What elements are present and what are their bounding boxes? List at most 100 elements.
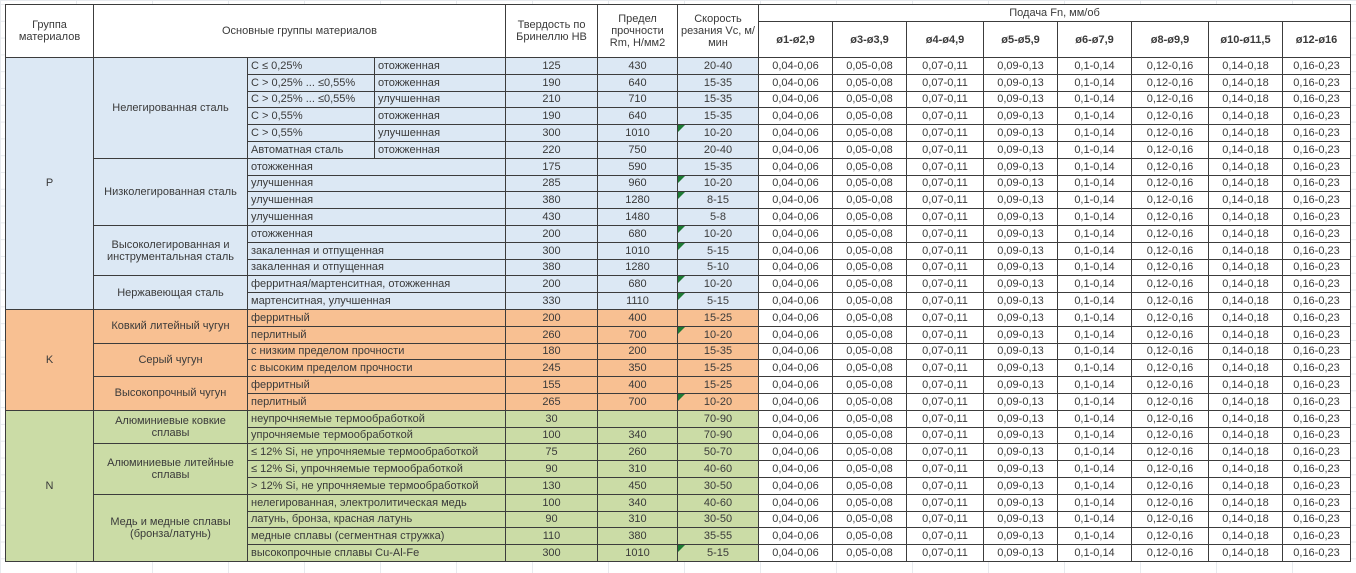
material-family-cell[interactable]: Высокопрочный чугун: [93, 376, 248, 411]
strength-cell[interactable]: 200: [597, 342, 678, 361]
feed-value-cell[interactable]: 0,05-0,08: [832, 443, 907, 462]
feed-value-cell[interactable]: 0,04-0,06: [758, 476, 833, 495]
feed-value-cell[interactable]: 0,14-0,18: [1208, 191, 1283, 210]
feed-value-cell[interactable]: 0,12-0,16: [1131, 90, 1209, 109]
feed-value-cell[interactable]: 0,16-0,23: [1281, 208, 1352, 226]
feed-value-cell[interactable]: 0,09-0,13: [983, 241, 1058, 260]
feed-value-cell[interactable]: 0,14-0,18: [1208, 241, 1283, 260]
feed-value-cell[interactable]: 0,16-0,23: [1281, 57, 1352, 75]
feed-value-cell[interactable]: 0,05-0,08: [832, 224, 907, 243]
feed-value-cell[interactable]: 0,09-0,13: [983, 476, 1058, 495]
feed-value-cell[interactable]: 0,04-0,06: [758, 527, 833, 546]
col-header-main-material-groups[interactable]: Основные группы материалов: [93, 4, 506, 58]
feed-value-cell[interactable]: 0,1-0,14: [1057, 107, 1132, 126]
feed-value-cell[interactable]: 0,05-0,08: [832, 426, 907, 445]
cutting-speed-cell[interactable]: 10-20: [677, 174, 759, 193]
feed-value-cell[interactable]: 0,1-0,14: [1057, 124, 1132, 142]
feed-value-cell[interactable]: 0,09-0,13: [983, 493, 1058, 512]
feed-value-cell[interactable]: 0,1-0,14: [1057, 241, 1132, 260]
feed-value-cell[interactable]: 0,05-0,08: [832, 157, 907, 176]
material-condition-cell[interactable]: с низким пределом прочности: [247, 342, 506, 361]
feed-value-cell[interactable]: 0,07-0,11: [906, 292, 984, 310]
feed-value-cell[interactable]: 0,16-0,23: [1281, 258, 1352, 277]
material-condition-cell[interactable]: латунь, бронза, красная латунь: [247, 510, 506, 529]
feed-value-cell[interactable]: 0,16-0,23: [1281, 426, 1352, 445]
feed-value-cell[interactable]: 0,16-0,23: [1281, 460, 1352, 478]
cutting-speed-cell[interactable]: 5-10: [677, 258, 759, 277]
cutting-speed-cell[interactable]: 15-25: [677, 376, 759, 394]
feed-value-cell[interactable]: 0,05-0,08: [832, 476, 907, 495]
feed-diameter-header[interactable]: ø5-ø5,9: [983, 21, 1058, 58]
feed-value-cell[interactable]: 0,05-0,08: [832, 241, 907, 260]
material-condition-cell[interactable]: > 12% Si, не упрочняемые термообработкой: [247, 476, 506, 495]
feed-value-cell[interactable]: 0,07-0,11: [906, 140, 984, 159]
cutting-speed-cell[interactable]: 15-25: [677, 359, 759, 378]
group-code-cell[interactable]: K: [5, 308, 94, 411]
strength-cell[interactable]: 680: [597, 275, 678, 294]
feed-value-cell[interactable]: 0,04-0,06: [758, 409, 833, 428]
feed-value-cell[interactable]: 0,07-0,11: [906, 409, 984, 428]
hardness-cell[interactable]: 125: [505, 57, 598, 75]
feed-value-cell[interactable]: 0,07-0,11: [906, 376, 984, 394]
feed-value-cell[interactable]: 0,07-0,11: [906, 124, 984, 142]
feed-value-cell[interactable]: 0,1-0,14: [1057, 342, 1132, 361]
feed-value-cell[interactable]: 0,14-0,18: [1208, 275, 1283, 294]
material-condition-cell[interactable]: перлитный: [247, 325, 506, 344]
feed-value-cell[interactable]: 0,04-0,06: [758, 90, 833, 109]
feed-value-cell[interactable]: 0,16-0,23: [1281, 392, 1352, 411]
feed-value-cell[interactable]: 0,04-0,06: [758, 460, 833, 478]
strength-cell[interactable]: 380: [597, 527, 678, 546]
feed-value-cell[interactable]: 0,12-0,16: [1131, 124, 1209, 142]
material-family-cell[interactable]: Нержавеющая сталь: [93, 275, 248, 310]
feed-diameter-header[interactable]: ø6-ø7,9: [1057, 21, 1132, 58]
hardness-cell[interactable]: 190: [505, 73, 598, 92]
feed-value-cell[interactable]: 0,14-0,18: [1208, 107, 1283, 126]
feed-value-cell[interactable]: 0,14-0,18: [1208, 73, 1283, 92]
cutting-speed-cell[interactable]: 15-25: [677, 308, 759, 327]
feed-value-cell[interactable]: 0,14-0,18: [1208, 527, 1283, 546]
feed-value-cell[interactable]: 0,1-0,14: [1057, 174, 1132, 193]
strength-cell[interactable]: 310: [597, 460, 678, 478]
cutting-speed-cell[interactable]: 30-50: [677, 476, 759, 495]
feed-value-cell[interactable]: 0,09-0,13: [983, 527, 1058, 546]
feed-value-cell[interactable]: 0,16-0,23: [1281, 476, 1352, 495]
feed-value-cell[interactable]: 0,16-0,23: [1281, 544, 1352, 562]
feed-value-cell[interactable]: 0,14-0,18: [1208, 90, 1283, 109]
feed-value-cell[interactable]: 0,04-0,06: [758, 308, 833, 327]
material-condition-cell[interactable]: улучшенная: [247, 174, 506, 193]
feed-value-cell[interactable]: 0,1-0,14: [1057, 376, 1132, 394]
cutting-speed-cell[interactable]: 15-35: [677, 107, 759, 126]
feed-value-cell[interactable]: 0,04-0,06: [758, 510, 833, 529]
feed-value-cell[interactable]: 0,1-0,14: [1057, 443, 1132, 462]
feed-value-cell[interactable]: 0,04-0,06: [758, 544, 833, 562]
strength-cell[interactable]: 710: [597, 90, 678, 109]
hardness-cell[interactable]: 245: [505, 359, 598, 378]
strength-cell[interactable]: 700: [597, 392, 678, 411]
cutting-speed-cell[interactable]: 15-35: [677, 90, 759, 109]
feed-value-cell[interactable]: 0,12-0,16: [1131, 342, 1209, 361]
cutting-speed-cell[interactable]: 50-70: [677, 443, 759, 462]
feed-value-cell[interactable]: 0,04-0,06: [758, 191, 833, 210]
strength-cell[interactable]: 1110: [597, 292, 678, 310]
feed-value-cell[interactable]: 0,04-0,06: [758, 57, 833, 75]
feed-value-cell[interactable]: 0,1-0,14: [1057, 359, 1132, 378]
material-condition-cell[interactable]: отожженная: [247, 224, 506, 243]
material-composition-cell[interactable]: C > 0,25% ... ≤0,55%: [247, 73, 375, 92]
cutting-speed-cell[interactable]: 10-20: [677, 275, 759, 294]
feed-value-cell[interactable]: 0,16-0,23: [1281, 342, 1352, 361]
strength-cell[interactable]: 640: [597, 73, 678, 92]
strength-cell[interactable]: 260: [597, 443, 678, 462]
strength-cell[interactable]: 310: [597, 510, 678, 529]
hardness-cell[interactable]: 75: [505, 443, 598, 462]
strength-cell[interactable]: 590: [597, 157, 678, 176]
feed-value-cell[interactable]: 0,16-0,23: [1281, 443, 1352, 462]
feed-value-cell[interactable]: 0,05-0,08: [832, 258, 907, 277]
feed-value-cell[interactable]: 0,1-0,14: [1057, 493, 1132, 512]
feed-value-cell[interactable]: 0,07-0,11: [906, 392, 984, 411]
feed-value-cell[interactable]: 0,12-0,16: [1131, 292, 1209, 310]
feed-value-cell[interactable]: 0,09-0,13: [983, 359, 1058, 378]
hardness-cell[interactable]: 110: [505, 527, 598, 546]
feed-value-cell[interactable]: 0,16-0,23: [1281, 107, 1352, 126]
feed-value-cell[interactable]: 0,05-0,08: [832, 191, 907, 210]
cutting-speed-cell[interactable]: 15-35: [677, 157, 759, 176]
